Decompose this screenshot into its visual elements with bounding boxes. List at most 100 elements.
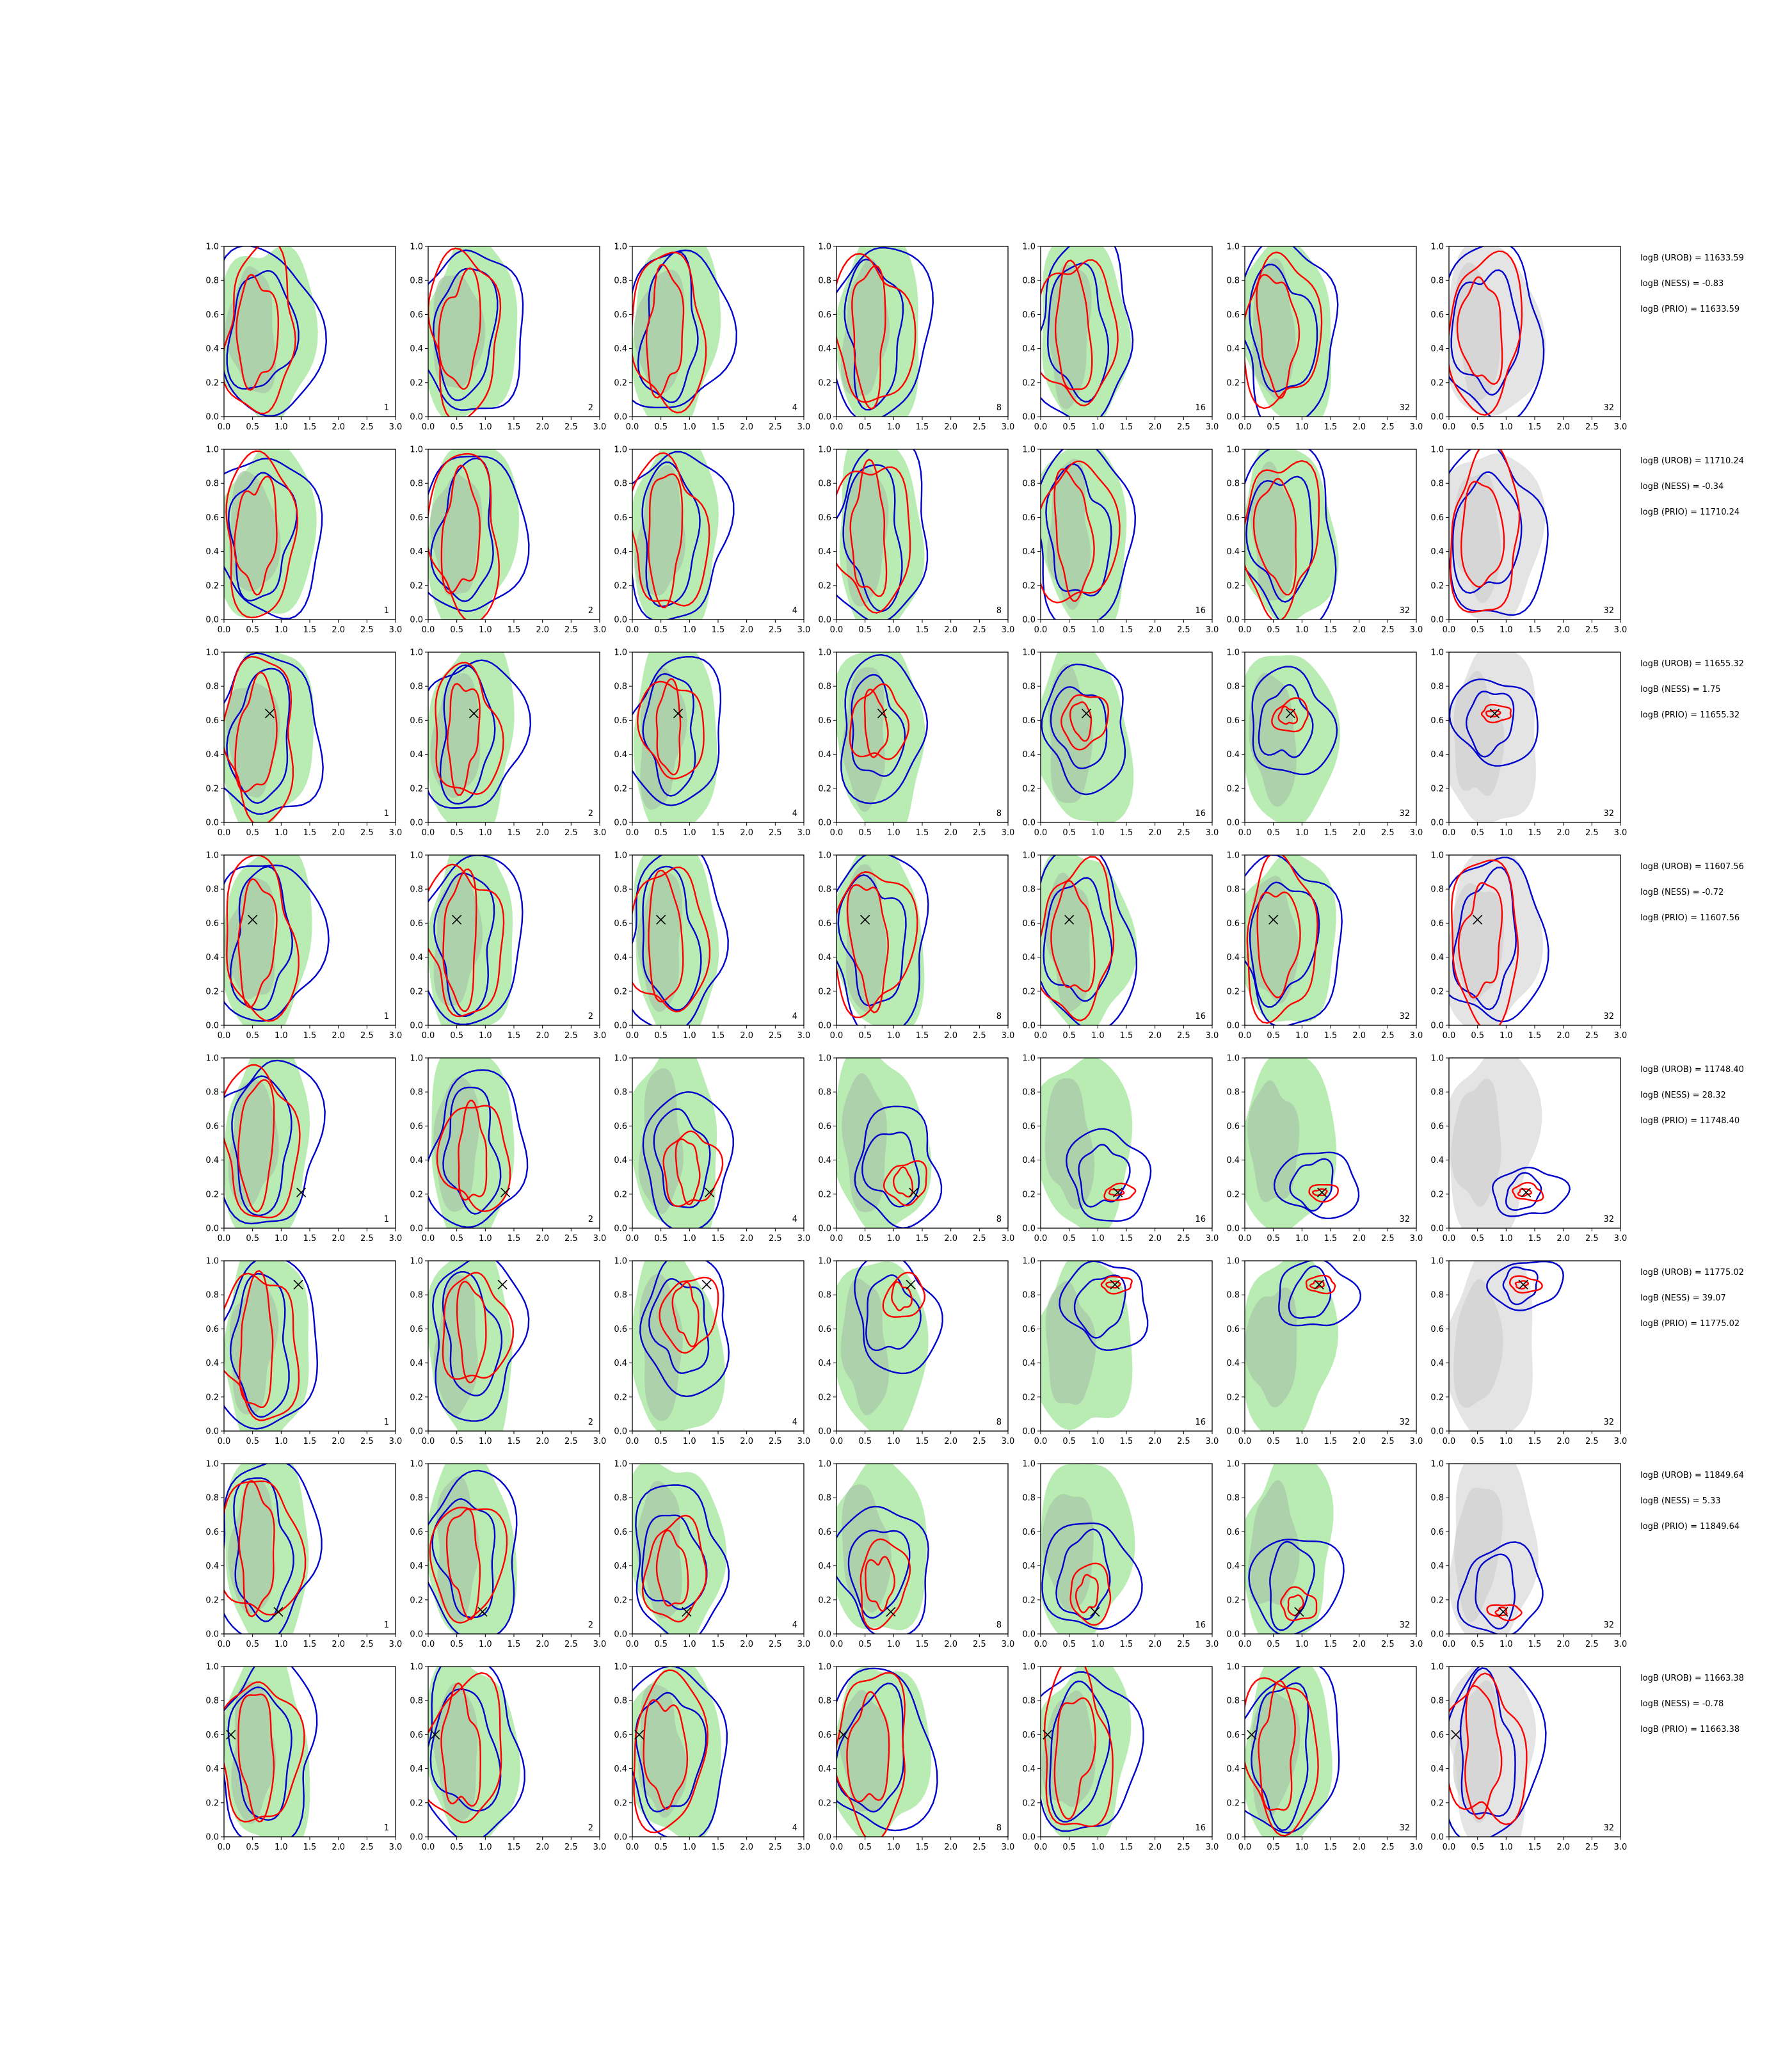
x-tick-label: 1.5	[1324, 1640, 1338, 1649]
y-tick-label: 0.6	[1226, 513, 1240, 523]
x-tick-label: 1.5	[1120, 625, 1133, 635]
x-tick-label: 0.5	[450, 1234, 463, 1244]
panel-r8-c5: 0.0 0.5 1.0 1.5 2.0 2.5 3.0 0.0 0.2 0.4 0.6 0.8 1.0 1…	[1022, 1663, 1219, 1853]
contour-red-outer	[1486, 1604, 1523, 1622]
y-tick-label: 0.2	[205, 1190, 219, 1199]
x-tick-label: 3.0	[593, 1640, 607, 1649]
x-tick-label: 1.5	[1528, 1843, 1542, 1852]
contour-red-inner	[1108, 1188, 1125, 1197]
y-tick-label: 1.0	[410, 1663, 423, 1672]
x-tick-label: 0.5	[246, 1234, 259, 1244]
x-tick-label: 2.0	[1556, 625, 1570, 635]
contour-blue-outer	[632, 451, 735, 620]
x-tick-label: 2.5	[1177, 1234, 1190, 1244]
x-tick-label: 2.0	[1556, 1437, 1570, 1446]
y-tick-label: 0.6	[614, 513, 627, 523]
density-core	[1046, 458, 1091, 611]
y-tick-label: 1.0	[818, 243, 831, 252]
y-tick-label: 0.0	[1022, 1427, 1036, 1437]
x-tick-label: 1.5	[1120, 828, 1133, 838]
x-tick-label: 1.0	[887, 1640, 900, 1649]
y-tick-label: 1.0	[1430, 1460, 1444, 1469]
y-tick-label: 0.4	[818, 1359, 831, 1368]
x-tick-label: 1.5	[916, 1640, 929, 1649]
logb-urob-label: logB (UROB) = 11655.32	[1640, 659, 1744, 669]
panel-r4-c7: 0.0 0.5 1.0 1.5 2.0 2.5 3.0 0.0 0.2 0.4 0.6 0.8 1.0 3…	[1430, 851, 1627, 1041]
x-tick-label: 0.5	[654, 422, 668, 432]
y-tick-label: 0.2	[410, 378, 423, 388]
y-tick-label: 0.4	[1022, 750, 1036, 760]
y-tick-label: 1.0	[1430, 648, 1444, 658]
x-tick-label: 0.0	[1238, 1031, 1252, 1041]
contour-red-outer	[226, 855, 300, 1022]
logb-ness-label: logB (NESS) = -0.83	[1640, 279, 1724, 289]
contour-blue-inner	[842, 464, 903, 612]
x-tick-label: 0.5	[246, 1437, 259, 1446]
y-tick-label: 1.0	[410, 1054, 423, 1064]
contour-red-inner	[238, 1480, 275, 1618]
x-tick-label: 1.5	[1528, 1640, 1542, 1649]
true-value-marker	[248, 915, 258, 925]
contour-blue-inner	[641, 461, 701, 607]
y-tick-label: 0.0	[1022, 819, 1036, 828]
x-tick-label: 1.0	[479, 1640, 492, 1649]
y-tick-label: 1.0	[614, 243, 627, 252]
true-value-marker	[909, 1187, 919, 1197]
y-tick-label: 0.4	[1430, 547, 1444, 557]
x-tick-label: 3.0	[389, 828, 403, 838]
y-tick-label: 0.0	[1430, 616, 1444, 625]
x-tick-label: 0.0	[626, 1640, 639, 1649]
contour-blue-outer	[635, 1484, 730, 1634]
y-tick-label: 0.0	[614, 1427, 627, 1437]
panel-count-label: 2	[588, 606, 593, 616]
x-tick-label: 1.5	[303, 1640, 317, 1649]
x-tick-label: 1.5	[1528, 625, 1542, 635]
x-tick-label: 0.0	[1034, 1640, 1048, 1649]
contour-red-inner	[1069, 701, 1092, 742]
panel-r6-c4: 0.0 0.5 1.0 1.5 2.0 2.5 3.0 0.0 0.2 0.4 0.6 0.8 1.0 8	[818, 1257, 1014, 1447]
contour-red-outer	[1512, 1181, 1544, 1202]
x-tick-label: 0.0	[1238, 1437, 1252, 1446]
x-tick-label: 0.0	[626, 625, 639, 635]
x-tick-label: 0.5	[858, 1843, 872, 1852]
y-tick-label: 0.2	[410, 784, 423, 794]
contour-red-inner	[234, 671, 278, 793]
x-tick-label: 0.0	[1443, 1843, 1456, 1852]
x-tick-label: 0.0	[1443, 828, 1456, 838]
x-tick-label: 2.0	[944, 625, 957, 635]
true-value-marker	[1090, 1606, 1100, 1617]
y-tick-label: 0.2	[818, 1596, 831, 1605]
true-value-marker	[1294, 1606, 1304, 1617]
x-tick-label: 2.5	[1585, 1843, 1599, 1852]
y-tick-label: 0.4	[1226, 344, 1240, 354]
y-tick-label: 0.6	[205, 1528, 219, 1537]
y-tick-label: 0.8	[1226, 1291, 1240, 1300]
y-tick-label: 1.0	[410, 1460, 423, 1469]
logb-prio-label: logB (PRIO) = 11748.40	[1640, 1116, 1740, 1126]
x-tick-label: 1.0	[1295, 1640, 1309, 1649]
contour-blue-inner	[1452, 471, 1523, 594]
y-tick-label: 0.4	[614, 1562, 627, 1571]
y-tick-label: 0.8	[205, 1088, 219, 1098]
contour-red-inner	[1517, 1188, 1532, 1197]
x-tick-label: 2.5	[564, 625, 578, 635]
x-tick-label: 0.5	[450, 422, 463, 432]
y-tick-label: 0.4	[410, 1359, 423, 1368]
contour-blue-outer	[1059, 1261, 1149, 1351]
logb-ness-label: logB (NESS) = 1.75	[1640, 685, 1721, 694]
y-tick-label: 0.0	[818, 413, 831, 422]
contour-blue-inner	[1505, 1172, 1542, 1211]
y-tick-label: 0.2	[205, 1596, 219, 1605]
x-tick-label: 1.0	[1091, 1437, 1105, 1446]
x-tick-label: 3.0	[1410, 1234, 1423, 1244]
x-tick-label: 1.5	[916, 1234, 929, 1244]
x-tick-label: 2.5	[1381, 1031, 1395, 1041]
x-tick-label: 2.0	[1556, 1640, 1570, 1649]
y-tick-label: 1.0	[614, 648, 627, 658]
y-tick-label: 0.6	[818, 1731, 831, 1740]
x-tick-label: 0.5	[1062, 1843, 1076, 1852]
y-tick-label: 0.8	[1430, 682, 1444, 692]
y-tick-label: 0.4	[1430, 953, 1444, 963]
y-tick-label: 1.0	[205, 445, 219, 455]
y-tick-label: 0.8	[818, 682, 831, 692]
